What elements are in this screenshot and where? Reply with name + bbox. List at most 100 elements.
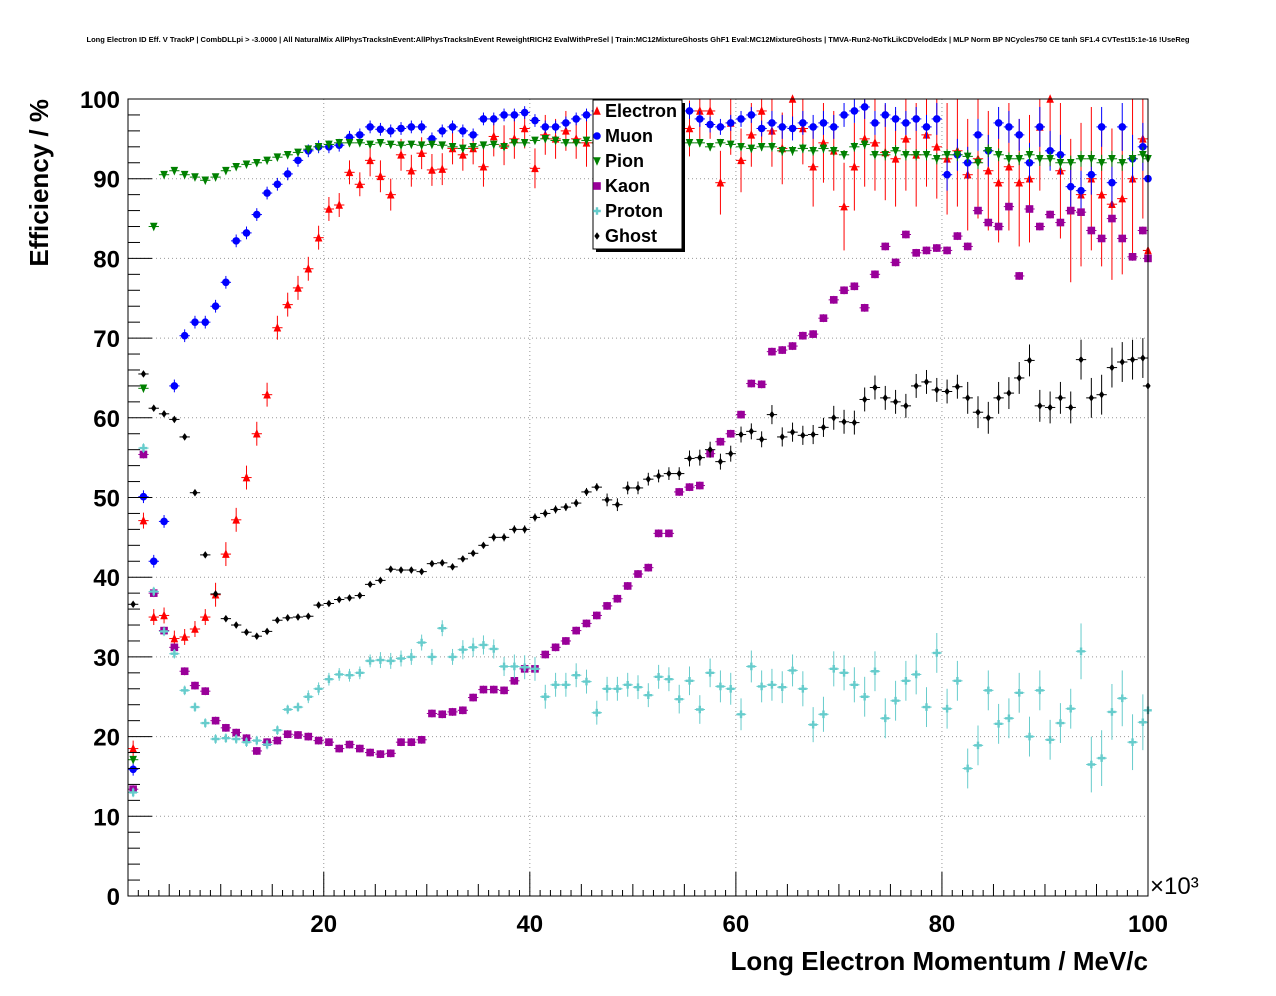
data-point [417,638,426,647]
data-point [1046,147,1054,155]
data-point [180,632,189,641]
data-point [1097,234,1106,243]
data-point [573,499,579,507]
data-point [304,692,313,701]
data-point [922,246,931,255]
data-point [438,710,447,719]
data-point [356,179,364,189]
data-point [881,111,890,119]
data-point [1005,714,1013,723]
data-point [428,165,436,174]
data-point [757,143,766,152]
y-tick-label: 100 [80,87,120,114]
data-point [778,147,787,156]
data-point [1077,154,1085,164]
legend-label: Ghost [605,226,657,246]
data-point [747,662,756,671]
data-point [366,155,374,165]
data-point [872,383,878,392]
data-point [932,244,941,252]
data-point [665,529,673,538]
data-point [685,139,694,148]
data-point [572,671,580,680]
data-point [325,675,333,684]
data-point [943,246,951,255]
data-point [417,148,426,157]
data-point [520,663,529,672]
data-point [480,541,487,550]
data-point [459,149,467,159]
data-point [1097,189,1106,199]
data-point [965,394,971,402]
data-point [572,139,580,148]
data-point [283,730,292,739]
data-point [737,143,745,152]
data-point [737,155,745,165]
data-point [871,270,879,279]
data-point [881,242,890,251]
data-point [388,565,394,574]
data-point [500,111,508,119]
data-point [386,189,395,199]
data-point [850,107,859,115]
data-point [779,433,785,441]
data-point [335,670,344,679]
data-point [243,628,250,636]
data-point [603,684,611,693]
data-point [252,747,261,755]
data-point [541,123,550,131]
data-point [902,119,910,127]
data-point [522,525,528,534]
data-point [376,656,385,664]
data-point [408,566,414,574]
data-point [1097,158,1106,168]
data-point [696,481,704,490]
data-point [273,736,282,745]
data-point [325,204,333,213]
y-tick-label: 60 [93,406,120,433]
data-point [417,141,426,151]
data-point [974,741,982,750]
data-point [140,370,147,378]
data-point [819,314,828,322]
data-point [676,469,682,478]
data-point [903,402,909,410]
data-point [139,450,148,459]
data-point [407,653,416,661]
data-point [222,549,230,558]
data-point [768,143,776,152]
data-point [882,394,888,402]
data-point [356,744,364,753]
data-point [170,649,179,658]
data-point [768,347,776,356]
data-point [407,738,416,746]
data-point [717,457,724,466]
data-point [831,414,837,422]
data-point [1005,154,1013,164]
data-point [1046,735,1054,744]
data-point [963,242,972,251]
data-point [655,472,662,480]
data-point [232,237,240,245]
data-point [532,513,538,522]
data-point [954,382,961,391]
data-point [469,131,477,139]
data-point [151,404,157,413]
data-point [439,559,445,567]
data-point [592,708,601,717]
data-point [305,612,311,621]
data-point [263,389,271,399]
data-point [582,619,591,628]
data-point [932,649,941,657]
data-point [1087,760,1096,769]
data-point [366,140,374,150]
data-point [1036,154,1044,164]
data-point [335,744,344,753]
data-point [788,666,797,675]
data-point [479,685,488,694]
data-point [726,119,735,127]
data-point [953,677,962,685]
data-point [407,140,416,150]
data-point [428,709,436,718]
data-point [788,342,797,350]
